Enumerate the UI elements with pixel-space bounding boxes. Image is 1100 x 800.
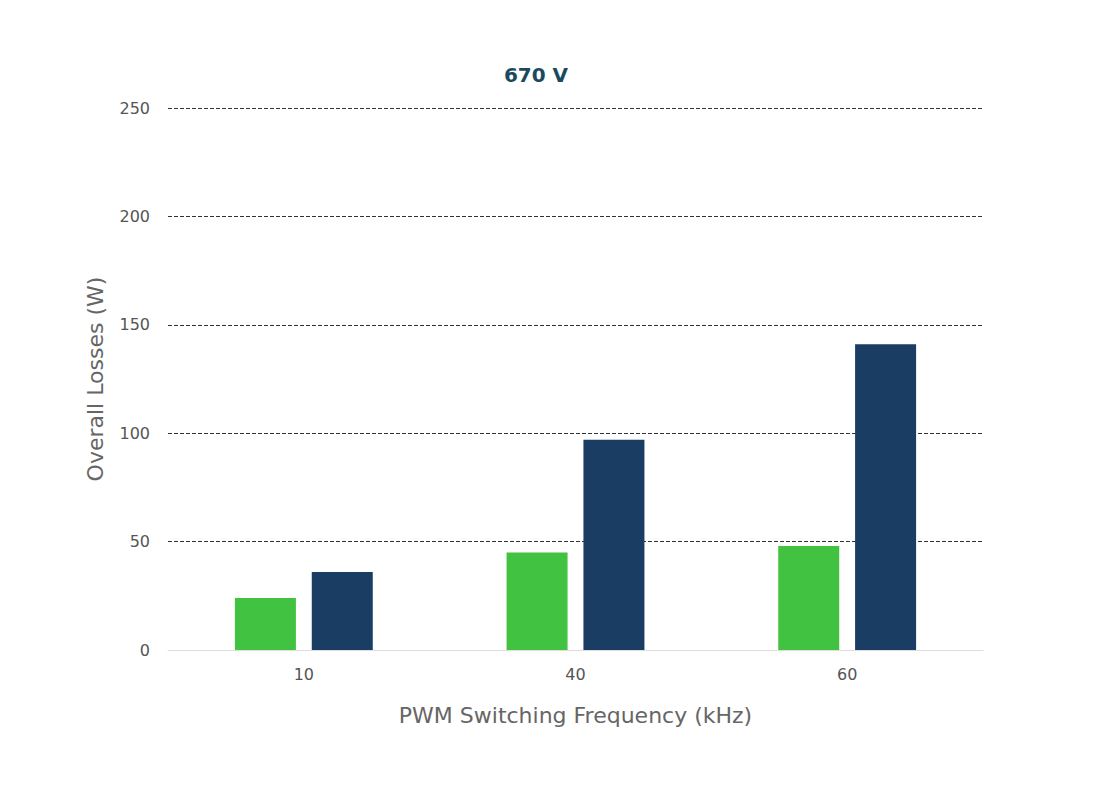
svg-text:Overall Losses (W): Overall Losses (W)	[83, 277, 108, 482]
svg-text:60: 60	[837, 665, 857, 684]
svg-text:670 V: 670 V	[504, 63, 569, 87]
svg-text:0: 0	[140, 641, 150, 660]
svg-text:PWM Switching Frequency (kHz): PWM Switching Frequency (kHz)	[399, 703, 752, 728]
svg-text:10: 10	[294, 665, 314, 684]
svg-text:150: 150	[119, 315, 150, 334]
svg-text:40: 40	[565, 665, 585, 684]
svg-text:50: 50	[130, 532, 150, 551]
svg-text:100: 100	[119, 424, 150, 443]
svg-text:250: 250	[119, 99, 150, 118]
svg-text:200: 200	[119, 207, 150, 226]
